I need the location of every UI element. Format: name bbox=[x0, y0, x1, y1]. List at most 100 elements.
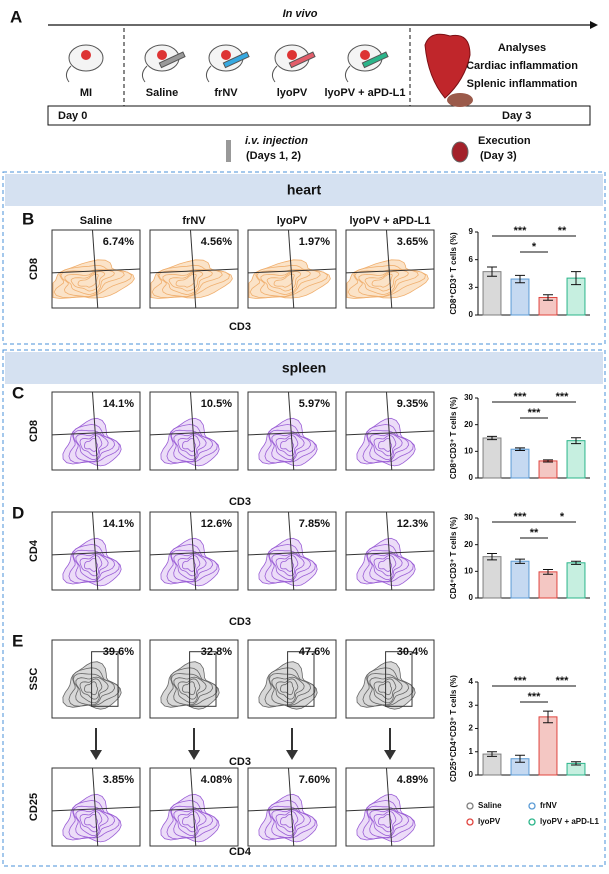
quadrant-line bbox=[189, 767, 197, 847]
error-bar bbox=[543, 294, 553, 301]
quadrant-line bbox=[149, 550, 239, 556]
quadrant-line bbox=[345, 806, 435, 812]
error-bar bbox=[571, 437, 581, 445]
quadrant-line bbox=[247, 430, 337, 436]
gate-percentage: 10.5% bbox=[201, 398, 232, 410]
quadrant-line bbox=[149, 268, 239, 274]
y-axis-label: CD8 bbox=[28, 258, 40, 280]
flow-contour bbox=[373, 435, 397, 457]
error-bar bbox=[487, 751, 497, 757]
quadrant-line bbox=[247, 550, 337, 556]
flow-contour bbox=[275, 435, 299, 457]
flow-contour bbox=[53, 264, 132, 299]
gate-percentage: 39.6% bbox=[103, 646, 134, 658]
error-bar bbox=[487, 266, 497, 277]
legend-label: lyoPV + aPD-L1 bbox=[540, 817, 599, 826]
y-axis-label: CD4 bbox=[28, 539, 40, 562]
significance-label: ** bbox=[530, 527, 539, 539]
syringe-icon bbox=[226, 140, 231, 162]
flow-contour bbox=[258, 537, 318, 587]
quadrant-line bbox=[189, 511, 197, 591]
flow-contour bbox=[356, 537, 416, 587]
flow-contour bbox=[248, 259, 331, 299]
column-header: frNV bbox=[182, 215, 206, 227]
section-title: spleen bbox=[282, 360, 326, 376]
analyses-label: Splenic inflammation bbox=[467, 78, 578, 90]
flow-contour bbox=[366, 673, 410, 706]
column-header: Saline bbox=[80, 215, 112, 227]
y-tick-label: 30 bbox=[464, 393, 473, 402]
gate bbox=[385, 651, 413, 707]
section-title: heart bbox=[287, 182, 322, 198]
x-axis-label: CD4 bbox=[229, 846, 252, 858]
y-tick-label: 6 bbox=[469, 255, 474, 264]
flow-contour bbox=[378, 681, 392, 696]
flow-contour bbox=[275, 555, 299, 577]
flow-contour bbox=[177, 678, 201, 700]
flow-contour bbox=[68, 424, 120, 464]
error-bar bbox=[543, 568, 553, 575]
flow-contour bbox=[62, 537, 122, 587]
flow-contour bbox=[177, 435, 201, 457]
day-end: Day 3 bbox=[502, 110, 531, 122]
flow-contour bbox=[177, 555, 201, 577]
quadrant-line bbox=[91, 391, 99, 471]
panel-letter: A bbox=[10, 7, 22, 26]
flow-contour bbox=[75, 676, 109, 704]
flow-contour bbox=[62, 793, 122, 843]
y-tick-label: 4 bbox=[469, 677, 474, 686]
section-header bbox=[5, 174, 603, 206]
flow-contour bbox=[166, 544, 218, 584]
day-start: Day 0 bbox=[58, 110, 87, 122]
bar bbox=[482, 437, 502, 479]
quadrant-line bbox=[189, 229, 197, 309]
execution-icon bbox=[451, 141, 469, 163]
flow-contour bbox=[369, 553, 403, 581]
syringe bbox=[361, 51, 389, 69]
heart-icon bbox=[424, 33, 471, 99]
group-label: frNV bbox=[214, 87, 238, 99]
flow-contour bbox=[354, 269, 419, 298]
flow-contour bbox=[79, 435, 103, 457]
section-header bbox=[5, 352, 603, 384]
flow-contour bbox=[356, 417, 416, 467]
y-tick-label: 3 bbox=[469, 700, 474, 709]
gate-percentage: 30.4% bbox=[397, 646, 428, 658]
y-tick-label: 10 bbox=[464, 446, 473, 455]
flow-contour bbox=[72, 673, 116, 706]
y-axis-label: CD4⁺CD3⁺ T cells (%) bbox=[449, 517, 458, 600]
error-bar bbox=[543, 710, 553, 724]
syringe bbox=[158, 51, 186, 69]
error-bar bbox=[571, 560, 581, 565]
gate bbox=[189, 651, 217, 707]
gate-percentage: 14.1% bbox=[103, 518, 134, 530]
flow-contour bbox=[249, 264, 328, 299]
arrow-head bbox=[90, 750, 102, 760]
quadrant-line bbox=[189, 391, 197, 471]
quadrant-line bbox=[51, 268, 141, 274]
gate-percentage: 4.56% bbox=[201, 236, 232, 248]
panel-letter: E bbox=[12, 631, 23, 650]
mouse-tail bbox=[271, 65, 278, 83]
group-label: Saline bbox=[146, 87, 178, 99]
gate-percentage: 7.60% bbox=[299, 774, 330, 786]
panel-letter: B bbox=[22, 209, 34, 228]
flow-contour bbox=[264, 544, 316, 584]
error-bar bbox=[543, 459, 553, 463]
significance-label: *** bbox=[514, 225, 528, 237]
significance-label: *** bbox=[528, 691, 542, 703]
execution-label: Execution bbox=[478, 135, 531, 147]
flow-contour bbox=[166, 424, 218, 464]
gate-percentage: 3.65% bbox=[397, 236, 428, 248]
flow-contour bbox=[266, 271, 302, 292]
flow-contour bbox=[373, 811, 397, 833]
y-axis-label: CD25 bbox=[28, 793, 40, 821]
bar bbox=[538, 716, 558, 776]
gate-percentage: 9.35% bbox=[397, 398, 428, 410]
gate-percentage: 14.1% bbox=[103, 398, 134, 410]
in-vivo-label: In vivo bbox=[283, 8, 318, 20]
quadrant-line bbox=[287, 767, 295, 847]
bar bbox=[510, 448, 530, 479]
group-label: lyoPV bbox=[277, 87, 308, 99]
significance-label: *** bbox=[514, 675, 528, 687]
